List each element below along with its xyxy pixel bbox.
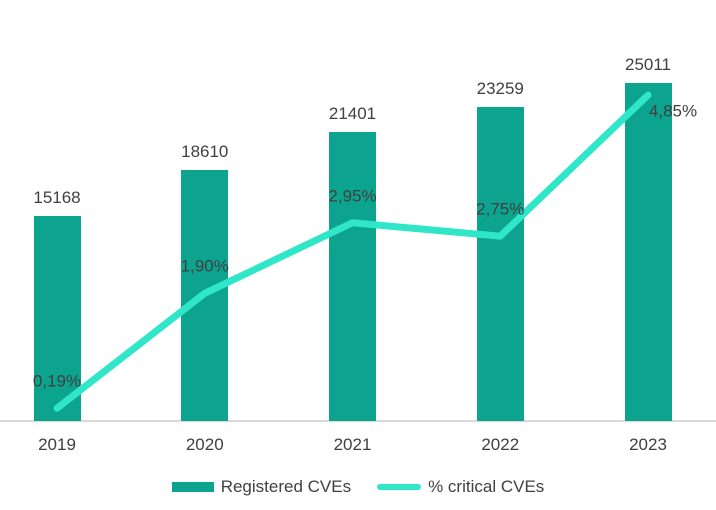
bar-value-label-2020: 18610 [181, 141, 229, 161]
line-series-swatch-icon [377, 484, 422, 490]
x-axis-label-2023: 2023 [629, 435, 667, 454]
bar-value-label-2021: 21401 [328, 103, 377, 123]
chart-legend: Registered CVEs % critical CVEs [0, 477, 716, 497]
bar-2023 [624, 83, 672, 421]
line-point-label-2019: 0,19% [32, 371, 82, 391]
bar-2021 [329, 131, 376, 421]
x-axis-label-2019: 2019 [38, 435, 76, 454]
bar-series-swatch-icon [171, 482, 214, 492]
line-point-label-2021: 2,95% [328, 186, 377, 206]
line-point-label-2023: 4,85% [648, 101, 698, 121]
legend-label-critical-cves: % critical CVEs [428, 477, 545, 496]
legend-item-critical-cves: % critical CVEs [377, 477, 544, 497]
bar-value-label-2022: 23259 [476, 78, 524, 98]
x-axis-line [0, 420, 716, 422]
x-axis-label-2022: 2022 [481, 435, 520, 454]
legend-label-registered-cves: Registered CVEs [220, 477, 352, 496]
bar-2020 [181, 169, 229, 421]
line-point-label-2022: 2,75% [476, 199, 525, 219]
bar-value-label-2023: 25011 [624, 55, 672, 74]
x-axis-label-2020: 2020 [185, 435, 224, 454]
x-axis-label-2021: 2021 [333, 435, 372, 454]
legend-item-registered-cves: Registered CVEs [171, 477, 352, 497]
line-point-label-2020: 1,90% [180, 256, 229, 276]
bar-value-label-2019: 15168 [33, 188, 81, 208]
bar-2022 [476, 106, 524, 421]
